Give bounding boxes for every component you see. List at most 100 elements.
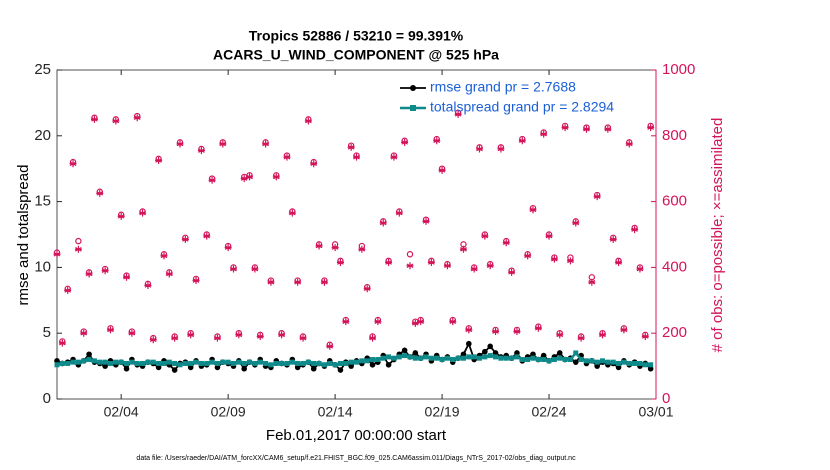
assimilated-obs-marker xyxy=(379,219,387,227)
x-tick-label: 02/09 xyxy=(211,404,246,420)
assimilated-obs-marker xyxy=(235,331,243,339)
assimilated-obs-marker xyxy=(251,265,259,273)
assimilated-obs-marker xyxy=(353,153,360,161)
assimilated-obs-marker xyxy=(631,226,639,234)
spread-marker xyxy=(97,359,103,365)
x-tick-label: 02/04 xyxy=(104,404,139,420)
series-line xyxy=(56,350,651,367)
spread-marker xyxy=(70,359,76,365)
assimilated-obs-marker xyxy=(310,160,318,168)
assimilated-obs-marker xyxy=(58,339,66,347)
assimilated-obs-marker xyxy=(422,217,430,225)
assimilated-obs-marker xyxy=(534,324,542,332)
rmse-marker xyxy=(54,358,60,364)
rmse-marker xyxy=(615,364,622,371)
spread-marker xyxy=(247,359,253,365)
legend-label: totalspread grand pr = 2.8294 xyxy=(430,99,614,115)
assimilated-obs-marker xyxy=(294,278,302,286)
spread-marker xyxy=(113,359,119,365)
rmse-marker xyxy=(348,363,354,369)
spread-marker xyxy=(455,355,461,361)
y-tick-label: 5 xyxy=(43,324,51,341)
spread-marker xyxy=(86,357,92,363)
spread-marker xyxy=(204,360,210,366)
legend-label: rmse grand pr = 2.7688 xyxy=(430,79,576,95)
assimilated-obs-marker xyxy=(561,124,569,132)
y2-tick-label: 400 xyxy=(662,258,687,275)
spread-marker xyxy=(439,357,445,363)
x-axis-label: Feb.01,2017 00:00:00 start xyxy=(266,427,447,444)
spread-marker xyxy=(161,360,167,366)
spread-marker xyxy=(327,360,333,366)
spread-marker xyxy=(172,360,178,366)
spread-marker xyxy=(380,355,386,361)
assimilated-obs-marker xyxy=(133,114,141,122)
rmse-marker xyxy=(487,343,494,350)
spread-marker xyxy=(225,359,231,365)
spread-marker xyxy=(370,357,376,363)
spread-marker xyxy=(423,354,429,360)
assimilated-obs-marker xyxy=(524,252,532,260)
assimilated-obs-marker xyxy=(336,258,344,266)
rmse-marker xyxy=(530,351,536,358)
spread-marker xyxy=(166,359,172,365)
rmse-marker xyxy=(187,364,194,371)
spread-marker xyxy=(198,360,204,366)
spread-marker xyxy=(610,359,616,365)
rmse-marker xyxy=(514,350,520,356)
assimilated-obs-marker xyxy=(160,252,168,260)
assimilated-obs-marker xyxy=(582,125,590,133)
spread-marker xyxy=(616,360,622,366)
spread-marker xyxy=(182,360,188,366)
rmse-marker xyxy=(492,350,499,356)
spread-marker xyxy=(268,362,274,368)
spread-marker xyxy=(343,360,349,366)
rmse-marker xyxy=(594,363,600,369)
assimilated-obs-marker xyxy=(123,273,131,281)
assimilated-obs-marker xyxy=(171,334,179,342)
assimilated-obs-marker xyxy=(492,328,500,336)
spread-marker xyxy=(434,355,440,361)
y-axis-label: rmse and totalspread xyxy=(15,165,32,306)
spread-marker xyxy=(359,358,365,364)
assimilated-obs-marker xyxy=(267,278,275,286)
assimilated-obs-marker xyxy=(550,255,558,263)
assimilated-obs-marker xyxy=(315,242,323,250)
spread-marker xyxy=(477,355,483,361)
spread-marker xyxy=(509,355,515,361)
assimilated-obs-marker xyxy=(625,140,633,148)
assimilated-obs-marker xyxy=(641,332,649,340)
spread-marker xyxy=(482,354,488,360)
assimilated-obs-marker xyxy=(513,328,521,336)
rmse-marker xyxy=(337,367,344,373)
spread-marker xyxy=(594,359,600,365)
x-tick-label: 02/14 xyxy=(318,404,353,420)
assimilated-obs-marker xyxy=(165,270,173,278)
spread-marker xyxy=(589,358,595,364)
rmse-marker xyxy=(310,365,317,372)
spread-marker xyxy=(407,354,413,360)
rmse-marker xyxy=(385,361,392,368)
spread-marker xyxy=(150,359,156,365)
assimilated-obs-marker xyxy=(540,130,548,138)
assimilated-obs-marker xyxy=(411,319,419,327)
assimilated-obs-marker xyxy=(566,257,574,265)
assimilated-obs-marker xyxy=(203,232,211,240)
legend-marker xyxy=(410,85,416,91)
rmse-marker xyxy=(86,351,92,358)
assimilated-obs-marker xyxy=(385,258,393,266)
assimilated-obs-marker xyxy=(427,258,435,266)
rmse-marker xyxy=(556,350,563,356)
spread-marker xyxy=(450,357,456,363)
spread-marker xyxy=(124,360,130,366)
spread-marker xyxy=(498,355,504,361)
spread-marker xyxy=(102,359,108,365)
spread-marker xyxy=(289,359,295,365)
spread-marker xyxy=(364,358,370,364)
assimilated-obs-marker xyxy=(395,209,403,217)
assimilated-obs-marker xyxy=(112,117,120,125)
assimilated-obs-marker xyxy=(139,209,147,217)
spread-marker xyxy=(284,360,290,366)
assimilated-obs-marker xyxy=(208,176,216,184)
